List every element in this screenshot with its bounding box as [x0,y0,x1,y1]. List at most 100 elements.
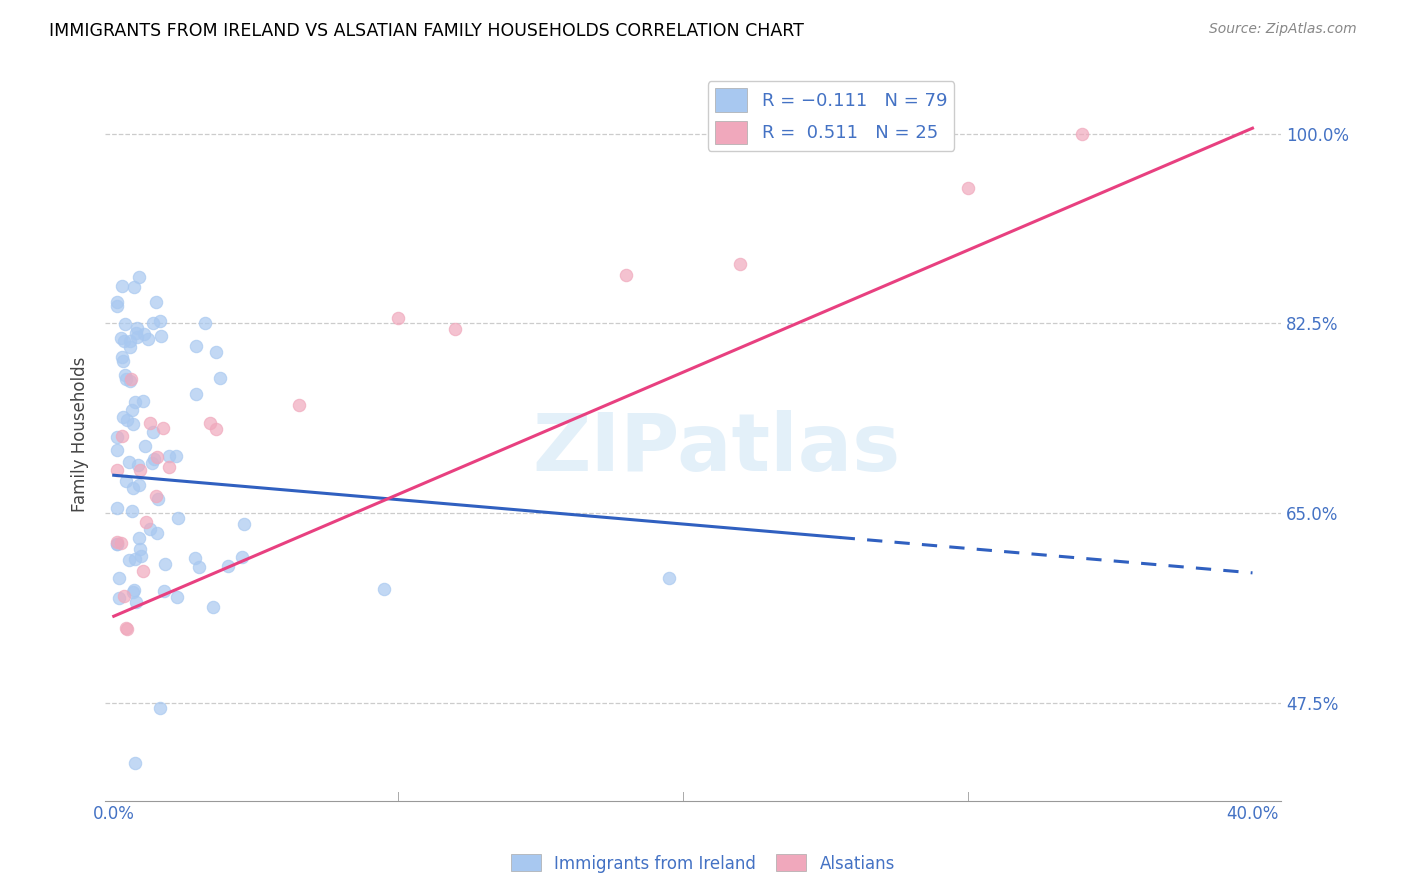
Point [105,463,128,477]
Point [114,317,136,331]
Point [121,403,143,417]
Point [111,409,134,424]
Point [184,387,207,401]
Point [128,477,150,491]
Point [146,492,169,507]
Point [115,474,138,488]
Point [658,571,681,585]
Point [122,481,145,495]
Point [139,523,162,537]
Point [110,331,132,345]
Point [105,534,128,549]
Point [387,310,409,325]
Point [166,590,188,604]
Point [115,622,138,636]
Point [124,326,146,340]
Point [110,350,132,364]
Point [198,416,221,430]
Point [141,456,163,470]
Point [157,449,180,463]
Text: ZIPatlas: ZIPatlas [533,410,901,488]
Point [152,421,174,435]
Point [205,344,228,359]
Point [188,560,211,574]
Point [134,327,156,342]
Legend: R = −0.111   N = 79, R =  0.511   N = 25: R = −0.111 N = 79, R = 0.511 N = 25 [707,81,955,151]
Point [129,542,152,557]
Point [217,559,239,574]
Point [145,450,167,465]
Point [132,394,155,409]
Point [444,322,467,336]
Point [155,557,177,571]
Point [110,536,132,550]
Point [115,413,138,427]
Y-axis label: Family Households: Family Households [72,357,89,512]
Point [142,425,165,439]
Point [149,701,172,715]
Point [132,564,155,578]
Point [112,334,135,349]
Point [105,500,128,515]
Point [115,372,138,386]
Point [125,321,148,335]
Point [112,589,135,603]
Point [107,571,129,585]
Point [1070,127,1092,141]
Point [167,510,190,524]
Legend: Immigrants from Ireland, Alsatians: Immigrants from Ireland, Alsatians [505,847,901,880]
Point [121,504,143,518]
Point [614,268,637,282]
Point [233,516,256,531]
Point [124,395,146,409]
Point [205,422,228,436]
Point [150,328,173,343]
Point [127,458,149,472]
Point [146,525,169,540]
Point [125,595,148,609]
Point [157,459,180,474]
Point [152,583,174,598]
Point [135,515,157,529]
Point [183,551,205,566]
Point [120,334,142,349]
Point [129,549,152,563]
Point [288,398,311,412]
Point [124,552,146,566]
Point [124,756,146,770]
Text: Source: ZipAtlas.com: Source: ZipAtlas.com [1209,22,1357,37]
Point [128,532,150,546]
Point [142,316,165,330]
Point [121,417,143,432]
Point [105,537,128,551]
Point [105,430,128,444]
Point [127,329,149,343]
Point [124,280,146,294]
Point [143,452,166,467]
Point [118,375,141,389]
Point [136,332,159,346]
Point [201,599,224,614]
Point [105,536,128,550]
Point [139,416,162,430]
Point [145,295,167,310]
Point [184,339,207,353]
Point [121,585,143,599]
Point [124,583,146,598]
Point [118,340,141,354]
Point [231,549,253,564]
Point [149,313,172,327]
Point [117,552,139,566]
Point [107,591,129,606]
Point [111,278,134,293]
Point [209,371,232,385]
Point [728,257,751,271]
Point [194,316,217,330]
Point [111,429,134,443]
Point [956,181,979,195]
Point [115,622,138,636]
Point [118,455,141,469]
Point [114,368,136,383]
Point [134,439,156,453]
Point [105,299,128,313]
